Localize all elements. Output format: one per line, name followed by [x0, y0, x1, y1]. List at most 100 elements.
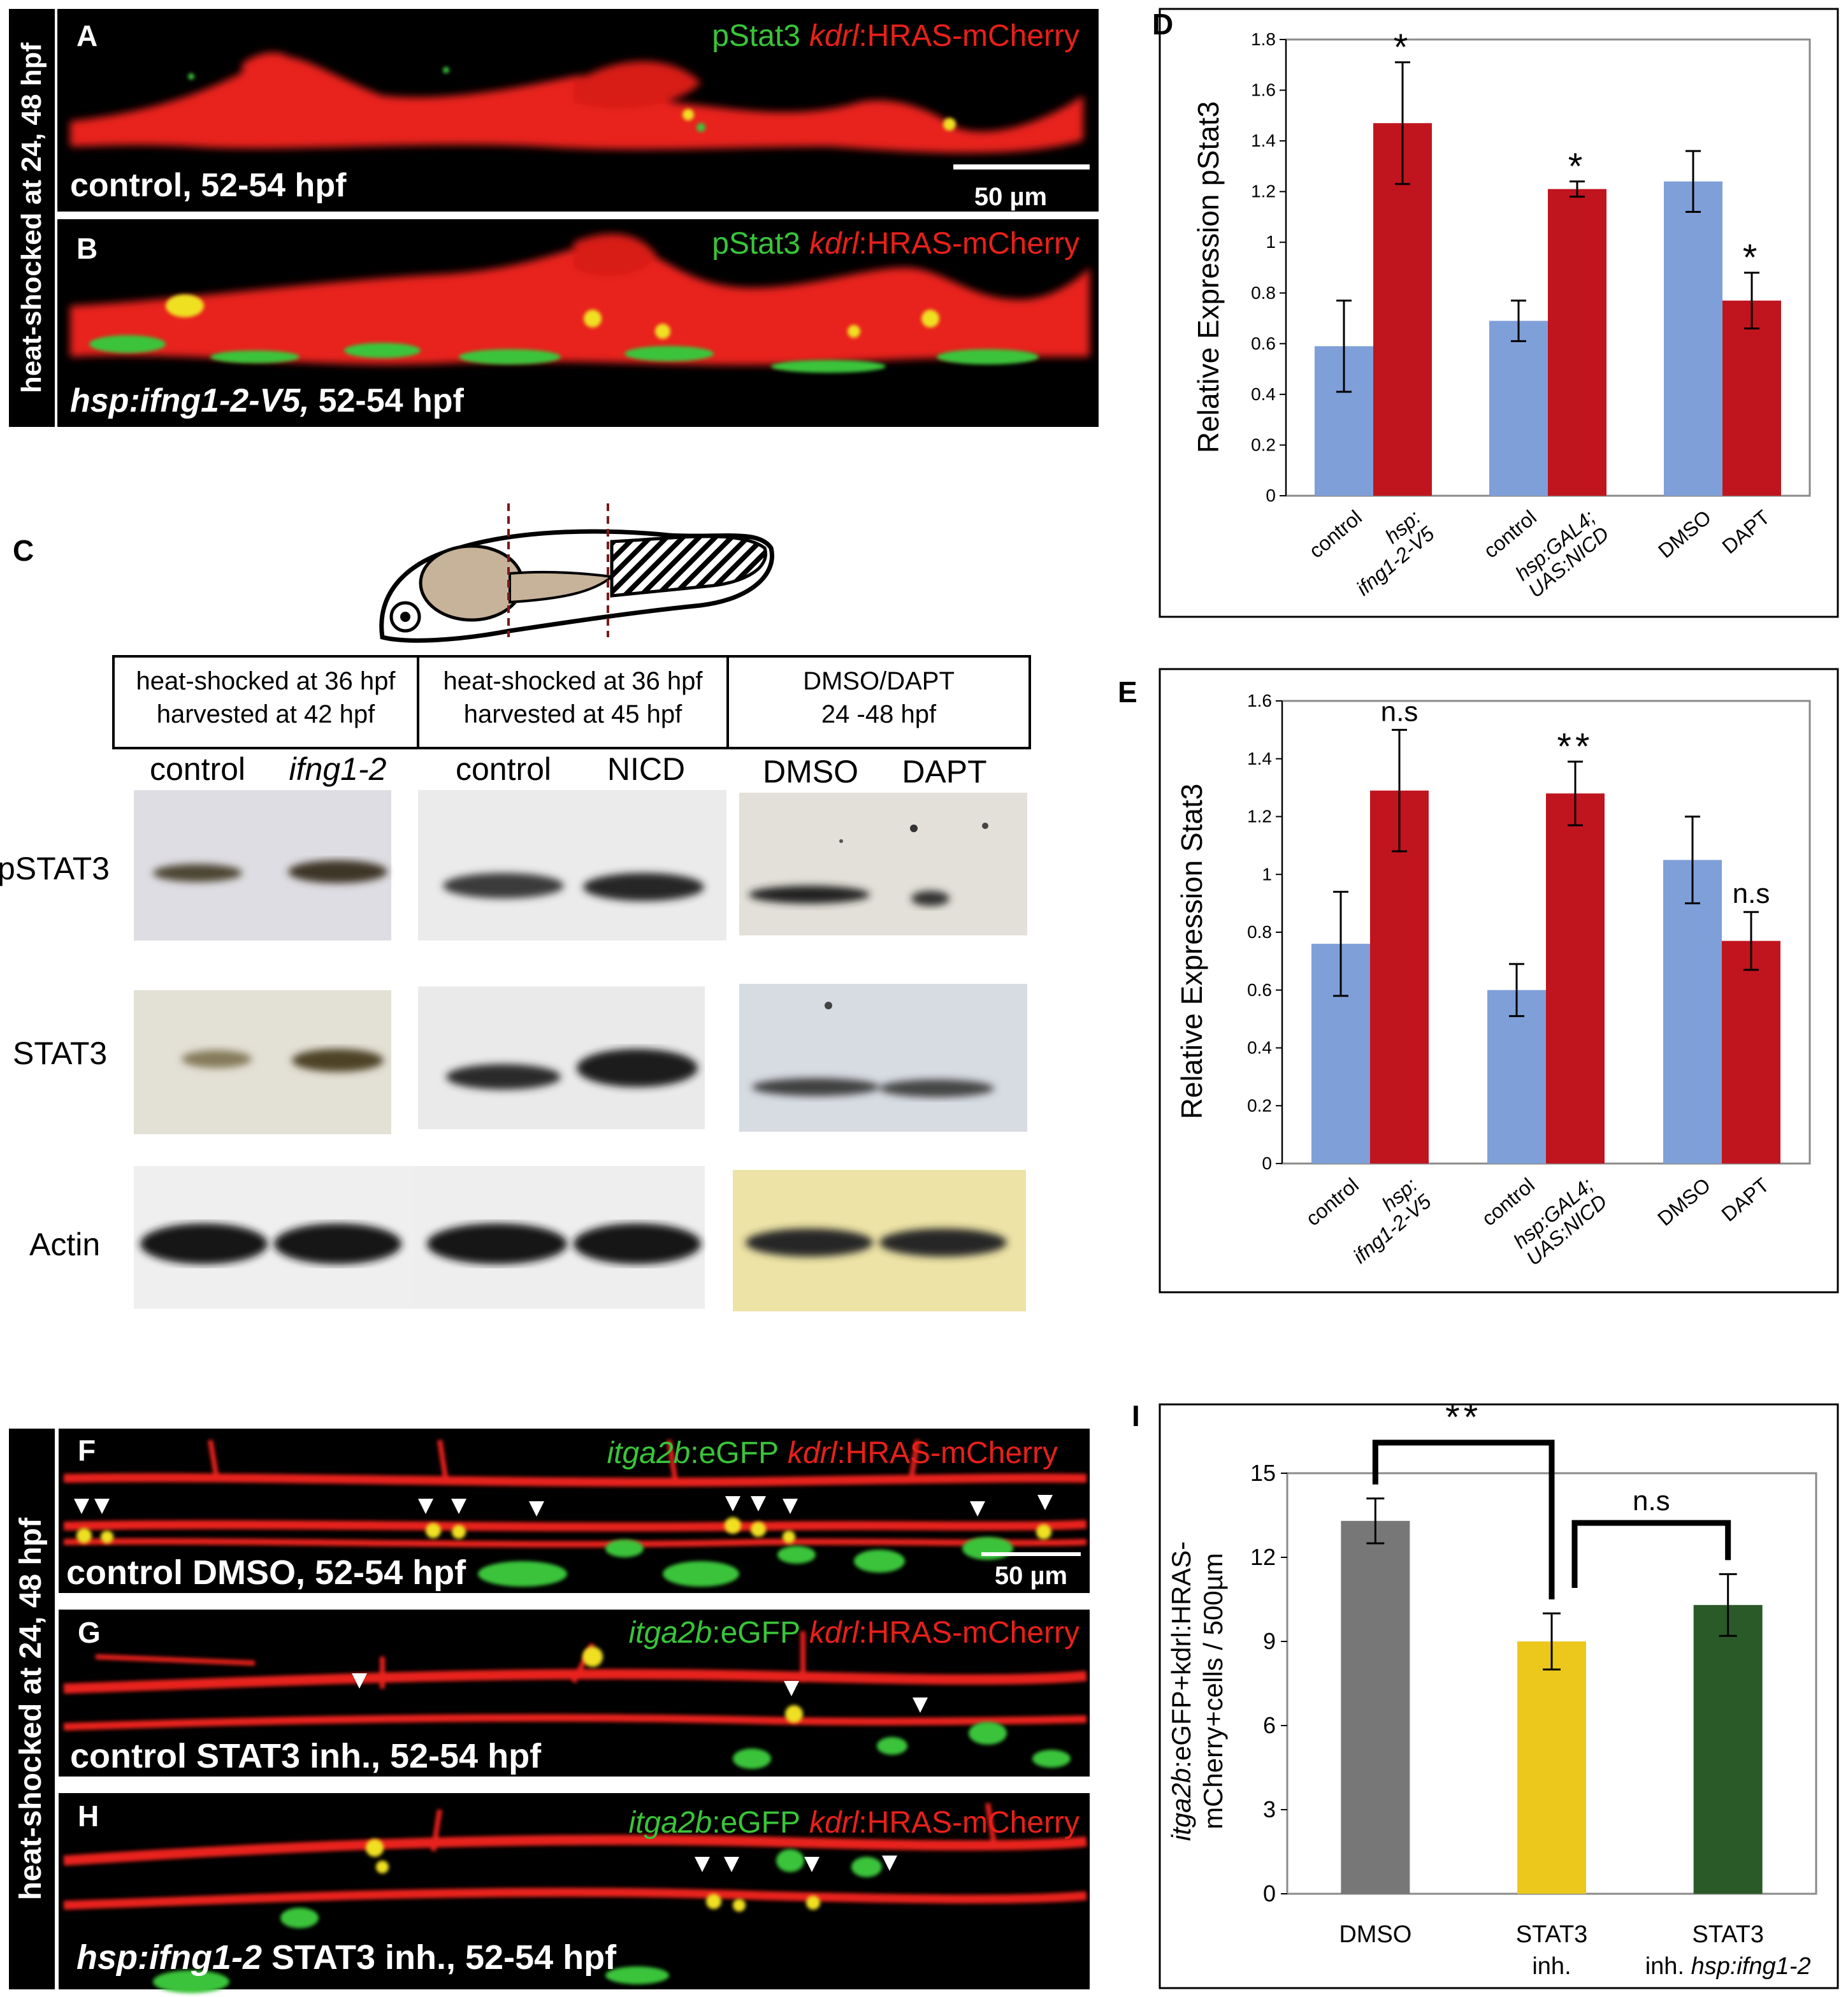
panel-c-box-2 — [417, 655, 729, 749]
panel-f-scale-label: 50 µm — [995, 1562, 1067, 1590]
panel-i-letter: I — [1132, 1399, 1140, 1432]
panel-c-box-1-line2: harvested at 42 hpf — [157, 700, 375, 728]
panel-f-stain-label: itga2b:eGFP kdrl:HRAS-mCherry — [607, 1436, 1058, 1470]
chartD-ytick-label-8: 1.6 — [1251, 80, 1276, 100]
lane-label-2: ifng1-2 — [289, 751, 387, 787]
chartI-xlabel-1: STAT3 — [1516, 1921, 1588, 1948]
chartD-xlabel-2-0: DMSO — [1654, 505, 1715, 562]
panel-a-stain-label: pStat3 kdrl:HRAS-mCherry — [712, 19, 1079, 53]
panel-h-label-red-rest: :HRAS-mCherry — [858, 1806, 1079, 1840]
chartE-xlabel-2-0: DMSO — [1653, 1173, 1715, 1230]
panel-f-label-green-rest: :eGFP — [690, 1436, 779, 1470]
chartI-xlabel2-2: inh. hsp:ifng1-2 — [1645, 1953, 1811, 1980]
panel-d-ylabel: Relative Expression pStat3 — [1192, 101, 1225, 453]
chartE-ytick-label-0: 0 — [1262, 1153, 1272, 1173]
embryo-schematic — [379, 503, 774, 643]
chartD-xlabel-0-0: control — [1304, 505, 1366, 562]
panel-b-stain-label: pStat3 kdrl:HRAS-mCherry — [712, 227, 1079, 261]
panel-f-label-red-italic: kdrl — [788, 1436, 838, 1470]
chartE-ytick-label-3: 0.6 — [1247, 980, 1272, 1000]
chartD-ytick-label-7: 1.4 — [1251, 131, 1276, 150]
blot-pstat3 — [134, 790, 1027, 941]
panel-h-label-green-italic: itga2b — [628, 1806, 712, 1840]
panel-b-caption-italic: hsp:ifng1-2-V5, — [70, 382, 310, 419]
chartD-ytick-label-2: 0.4 — [1251, 384, 1276, 404]
panel-a-scale-label: 50 µm — [974, 183, 1047, 211]
panel-h-cells — [153, 1839, 882, 1993]
panel-b-letter: B — [76, 232, 97, 265]
panel-a-caption: control, 52-54 hpf — [70, 167, 347, 204]
panel-h-vessels — [63, 1803, 1087, 1910]
panel-e-chart: E Relative Expression Stat3 0 0.2 0.4 0.6 0.… — [1118, 668, 1839, 1294]
chartE-ytick-label-2: 0.4 — [1247, 1038, 1272, 1058]
panel-h-stain-label: itga2b:eGFP kdrl:HRAS-mCherry — [628, 1806, 1079, 1840]
chartD-bar-2-1 — [1722, 300, 1781, 496]
panel-i-chart: I itga2b:eGFP+kdrl:HRAS- mCherry+cells /… — [1132, 1397, 1839, 1989]
panel-e-letter: E — [1118, 675, 1137, 709]
panel-i-ylabel-line2: mCherry+cells / 500µm — [1198, 1553, 1228, 1829]
chartD-sig-0-1: * — [1394, 27, 1412, 68]
chartD-ytick-label-9: 1.8 — [1251, 29, 1276, 49]
panel-h-caption: hsp:ifng1-2 STAT3 inh., 52-54 hpf — [76, 1938, 617, 1977]
chartI-bracket-1 — [1571, 1520, 1731, 1588]
panel-d-frame — [1159, 8, 1839, 618]
panel-f-label-green-italic: itga2b — [607, 1436, 690, 1470]
panel-f-scale-bar — [981, 1552, 1081, 1556]
chartE-xlabel-2-1: DAPT — [1717, 1173, 1773, 1225]
panel-g-vessels — [63, 1631, 1087, 1731]
chartI-ytick-label-4: 12 — [1250, 1544, 1276, 1570]
panel-f-caption: control DMSO, 52-54 hpf — [66, 1554, 466, 1592]
chartI-ytick-label-1: 3 — [1263, 1796, 1276, 1822]
chartI-bracket-0 — [1372, 1439, 1555, 1599]
chartI-xlabel2-plain-2: inh. — [1645, 1953, 1691, 1980]
panel-g-stain-label: itga2b:eGFP kdrl:HRAS-mCherry — [628, 1616, 1079, 1650]
chartD-xlabel-2-1: DAPT — [1717, 505, 1774, 558]
lane-label-6: DAPT — [902, 754, 986, 789]
panel-c-box-1-line1: heat-shocked at 36 hpf — [136, 667, 396, 695]
chartI-bracket-label-0: ** — [1445, 1397, 1482, 1438]
panel-c-letter: C — [13, 534, 34, 567]
panel-h-caption-italic: hsp:ifng1-2 — [76, 1938, 262, 1977]
chartD-xlabel-line-2-0-0: DMSO — [1654, 505, 1715, 562]
panel-g-label-red-rest: :HRAS-mCherry — [858, 1616, 1079, 1650]
panel-a-letter: A — [76, 19, 97, 52]
panel-b-caption: hsp:ifng1-2-V5, 52-54 hpf — [70, 382, 465, 419]
chartI-xlabel2-1: inh. — [1532, 1953, 1571, 1980]
chartE-bar-2-1 — [1722, 941, 1780, 1164]
panel-g-image — [59, 1610, 1090, 1777]
panel-g-cells — [582, 1647, 1071, 1769]
panel-h-label-green-rest: :eGFP — [712, 1806, 800, 1840]
chartD-ytick-label-3: 0.6 — [1251, 333, 1276, 353]
chartD-ytick-label-5: 1 — [1266, 232, 1276, 252]
panel-h-arrowheads — [695, 1856, 897, 1872]
chartE-ytick-label-1: 0.2 — [1247, 1095, 1272, 1115]
lane-label-1: control — [150, 751, 245, 787]
chartD-sig-2-1: * — [1743, 237, 1761, 278]
side-label-top: heat-shocked at 24, 48 hpf — [16, 43, 47, 394]
panel-c-box-3-line1: DMSO/DAPT — [803, 667, 955, 695]
panel-b-label-red-rest: :HRAS-mCherry — [858, 227, 1079, 261]
chartD-bar-0-1 — [1373, 123, 1432, 496]
panel-f-letter: F — [78, 1434, 96, 1467]
panel-c-box-2-line2: harvested at 45 hpf — [464, 700, 682, 728]
panel-h-caption-rest: STAT3 inh., 52-54 hpf — [262, 1938, 617, 1977]
chartD-ytick-label-6: 1.2 — [1251, 182, 1276, 201]
panel-c: C heat-shocked at 36 hpf harvested at 42… — [0, 503, 1031, 1311]
panel-d-chart: D Relative Expression pStat3 0 0.2 0.4 0.6 0… — [1152, 8, 1839, 618]
panel-c-box-3 — [726, 655, 1031, 749]
chartD-xlabel-line-0-0-0: control — [1304, 505, 1366, 562]
lane-label-3: control — [456, 751, 551, 787]
chartD-ytick-label-0: 0 — [1266, 486, 1276, 505]
chartE-bar-2-0 — [1663, 860, 1722, 1164]
side-label-top-bar — [9, 9, 55, 427]
panel-f-image — [59, 1429, 1090, 1593]
chartE-bar-1-0 — [1487, 990, 1546, 1164]
panel-f: F itga2b:eGFP kdrl:HRAS-mCherry control D… — [59, 1429, 1090, 1593]
panel-b-label-red-italic: kdrl — [809, 227, 860, 261]
panel-g-label-red-italic: kdrl — [809, 1616, 860, 1650]
chartI-xlabel-2: STAT3 — [1692, 1921, 1764, 1948]
panel-f-arrowheads — [74, 1495, 1053, 1517]
side-label-bottom: heat-shocked at 24, 48 hpf — [14, 1517, 48, 1900]
